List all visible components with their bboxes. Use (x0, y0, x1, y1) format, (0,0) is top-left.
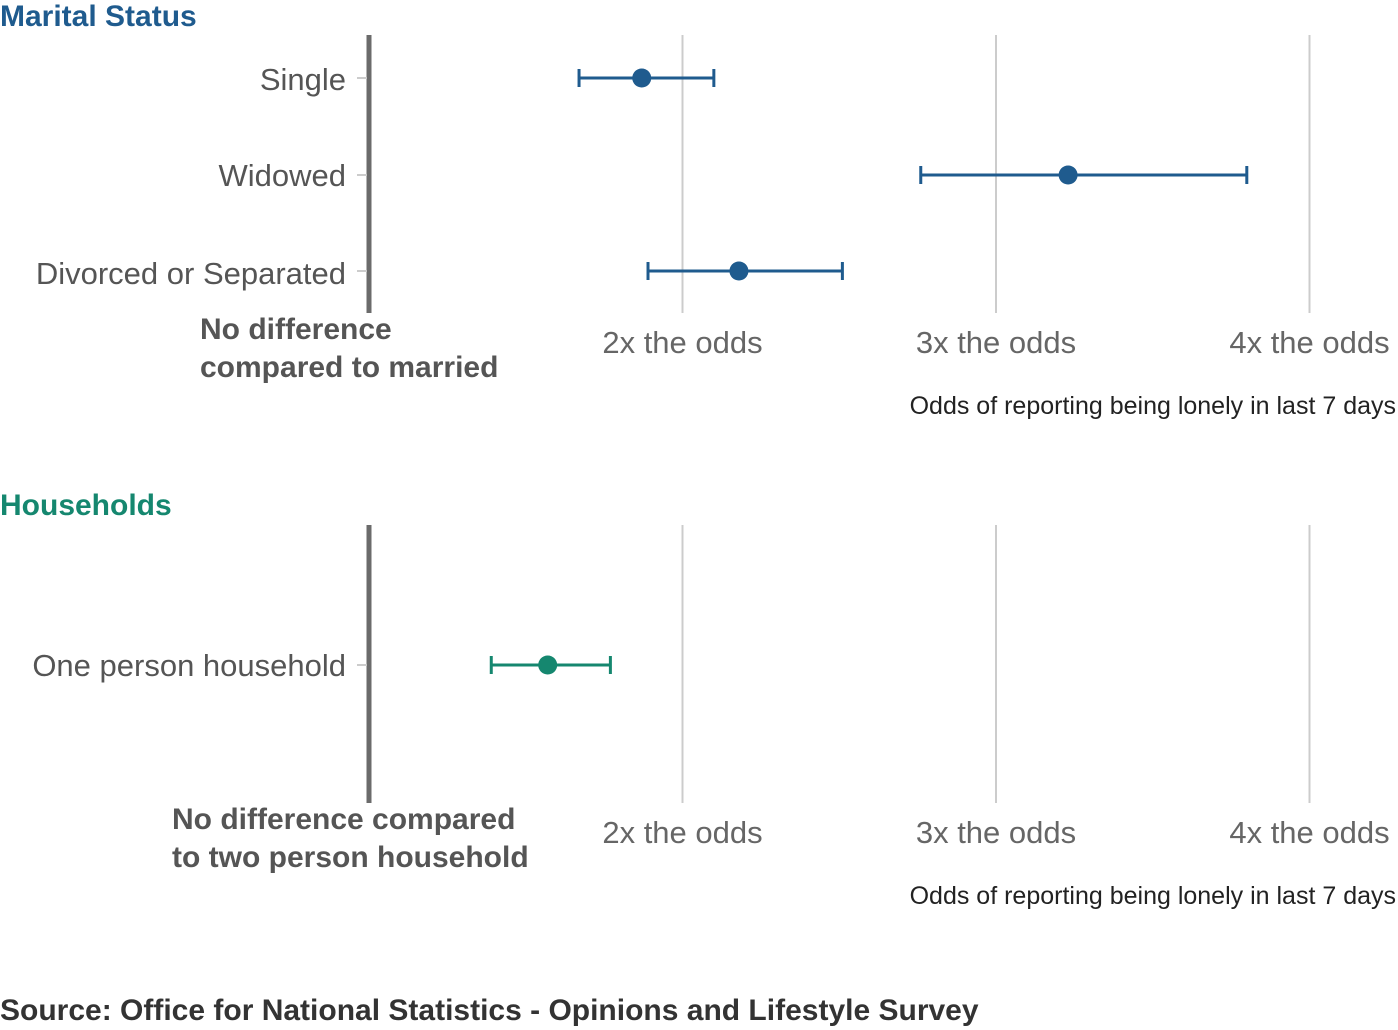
data-point (538, 655, 558, 675)
tick-label: 3x the odds (916, 325, 1076, 360)
x-axis-title: Odds of reporting being lonely in last 7… (910, 882, 1396, 910)
tick-label: 2x the odds (602, 815, 762, 850)
data-point (729, 261, 749, 281)
panel-0: Marital Status Single Widowed Divorced or S… (0, 0, 1396, 420)
source-note: Source: Office for National Statistics -… (0, 994, 979, 1027)
panel-title: Households (0, 489, 172, 522)
data-point (632, 68, 652, 88)
baseline-label: No difference (200, 313, 392, 346)
data-point (1058, 165, 1078, 185)
tick-label: 3x the odds (916, 815, 1076, 850)
tick-label: 4x the odds (1229, 325, 1389, 360)
panel-1: Households One person household 2x the odd… (0, 489, 1396, 910)
baseline-label: compared to married (200, 351, 498, 384)
x-axis-title: Odds of reporting being lonely in last 7… (910, 392, 1396, 420)
baseline-label: No difference compared (172, 803, 515, 836)
tick-label: 2x the odds (602, 325, 762, 360)
category-label: One person household (32, 648, 346, 683)
category-label: Divorced or Separated (36, 256, 346, 291)
baseline-label: to two person household (172, 841, 529, 874)
category-label: Widowed (219, 158, 347, 193)
tick-label: 4x the odds (1229, 815, 1389, 850)
category-label: Single (260, 62, 346, 97)
panel-title: Marital Status (0, 0, 197, 33)
